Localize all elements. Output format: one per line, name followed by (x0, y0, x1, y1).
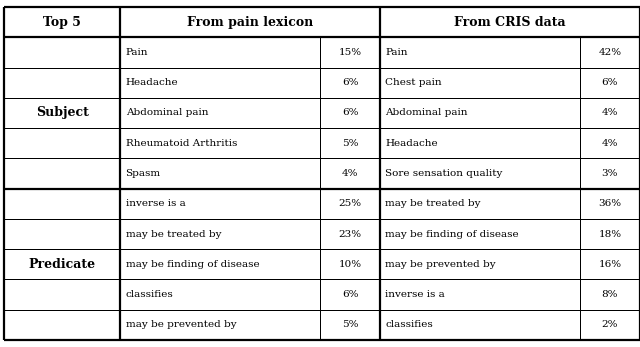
Text: 6%: 6% (602, 78, 618, 87)
Text: Abdominal pain: Abdominal pain (385, 108, 468, 117)
Bar (580, 249, 640, 279)
Bar (320, 98, 380, 128)
Text: classifies: classifies (125, 290, 173, 299)
Text: Headache: Headache (385, 139, 438, 148)
Bar (320, 128, 380, 158)
Bar (580, 189, 640, 219)
Text: may be finding of disease: may be finding of disease (125, 260, 259, 269)
Text: may be prevented by: may be prevented by (125, 320, 236, 329)
Text: 4%: 4% (342, 169, 358, 178)
Text: 10%: 10% (339, 260, 362, 269)
Text: 25%: 25% (339, 199, 362, 208)
Text: may be treated by: may be treated by (125, 230, 221, 239)
Bar (4, 37, 120, 68)
Text: 6%: 6% (342, 290, 358, 299)
Text: 23%: 23% (339, 230, 362, 239)
Bar (320, 189, 380, 219)
Text: Pain: Pain (385, 48, 408, 57)
Text: 18%: 18% (598, 230, 621, 239)
Text: 3%: 3% (602, 169, 618, 178)
Bar (4, 98, 120, 128)
Text: 6%: 6% (342, 108, 358, 117)
Bar (380, 98, 580, 128)
Bar (120, 37, 320, 68)
Bar (380, 219, 580, 249)
Bar (320, 68, 380, 98)
Bar (580, 128, 640, 158)
Bar (380, 68, 580, 98)
Bar (380, 158, 580, 189)
Bar (380, 279, 580, 310)
Text: 4%: 4% (602, 108, 618, 117)
Bar (120, 249, 320, 279)
Bar (380, 128, 580, 158)
Text: Chest pain: Chest pain (385, 78, 442, 87)
Text: inverse is a: inverse is a (385, 290, 445, 299)
Text: 4%: 4% (602, 139, 618, 148)
Bar (4, 158, 120, 189)
Bar (4, 279, 120, 310)
Text: Rheumatoid Arthritis: Rheumatoid Arthritis (125, 139, 237, 148)
Bar (580, 37, 640, 68)
Text: From pain lexicon: From pain lexicon (188, 16, 314, 28)
Bar (320, 158, 380, 189)
Bar (4, 189, 120, 219)
Bar (4, 7, 120, 37)
Text: Abdominal pain: Abdominal pain (125, 108, 208, 117)
Text: may be finding of disease: may be finding of disease (385, 230, 519, 239)
Bar (320, 279, 380, 310)
Bar (120, 189, 320, 219)
Bar (380, 37, 580, 68)
Bar (380, 7, 640, 37)
Text: Pain: Pain (125, 48, 148, 57)
Bar (120, 98, 320, 128)
Bar (120, 219, 320, 249)
Bar (120, 7, 380, 37)
Text: Headache: Headache (125, 78, 178, 87)
Text: 5%: 5% (342, 139, 358, 148)
Text: From CRIS data: From CRIS data (454, 16, 566, 28)
Bar (120, 279, 320, 310)
Text: Sore sensation quality: Sore sensation quality (385, 169, 503, 178)
Bar (120, 68, 320, 98)
Text: 8%: 8% (602, 290, 618, 299)
Bar (320, 37, 380, 68)
Bar (580, 68, 640, 98)
Text: may be prevented by: may be prevented by (385, 260, 496, 269)
Text: 5%: 5% (342, 320, 358, 329)
Bar (4, 68, 120, 98)
Bar (120, 158, 320, 189)
Bar (580, 279, 640, 310)
Text: inverse is a: inverse is a (125, 199, 186, 208)
Text: 16%: 16% (598, 260, 621, 269)
Bar (320, 310, 380, 340)
Text: 36%: 36% (598, 199, 621, 208)
Text: Predicate: Predicate (29, 258, 96, 271)
Bar (4, 249, 120, 279)
Bar (380, 189, 580, 219)
Text: 6%: 6% (342, 78, 358, 87)
Bar (580, 310, 640, 340)
Bar (4, 128, 120, 158)
Bar (4, 219, 120, 249)
Bar (580, 158, 640, 189)
Bar (120, 128, 320, 158)
Text: 42%: 42% (598, 48, 621, 57)
Text: 15%: 15% (339, 48, 362, 57)
Bar (4, 310, 120, 340)
Bar (120, 310, 320, 340)
Text: Subject: Subject (36, 107, 88, 119)
Bar (320, 219, 380, 249)
Text: Top 5: Top 5 (43, 16, 81, 28)
Text: classifies: classifies (385, 320, 433, 329)
Text: Spasm: Spasm (125, 169, 161, 178)
Bar (320, 249, 380, 279)
Text: may be treated by: may be treated by (385, 199, 481, 208)
Bar (380, 249, 580, 279)
Bar (580, 98, 640, 128)
Bar (380, 310, 580, 340)
Text: 2%: 2% (602, 320, 618, 329)
Bar (580, 219, 640, 249)
